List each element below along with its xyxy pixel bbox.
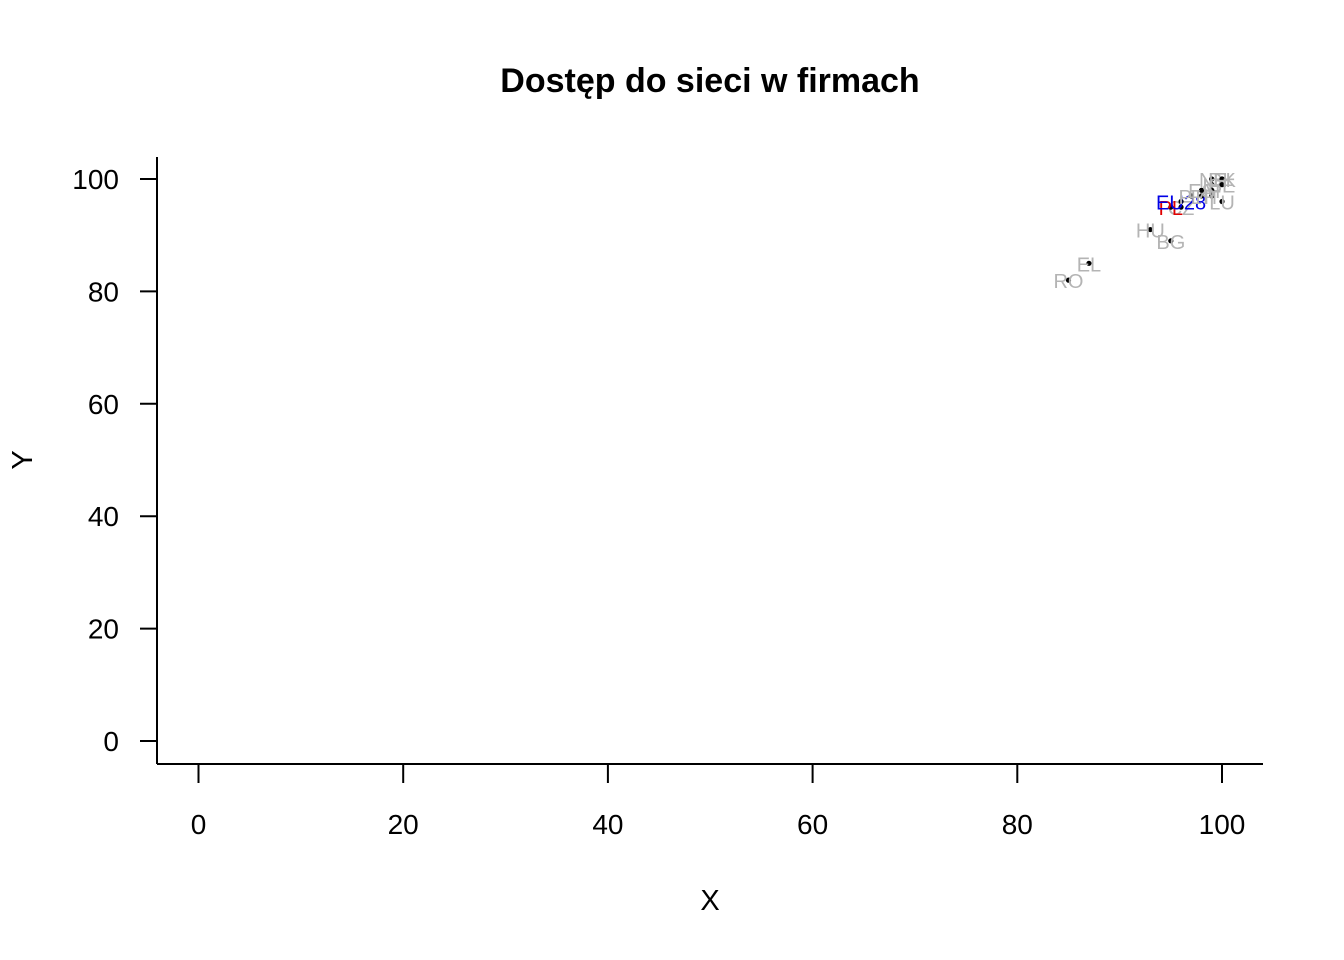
point-label: SE [1209,176,1236,198]
data-point [1219,182,1225,188]
point-label: LT [1191,187,1213,209]
point-label: IE [1202,176,1221,198]
point-label: ES [1188,181,1215,203]
y-tick-label: 80 [88,276,119,307]
data-point [1219,176,1225,182]
y-tick-label: 40 [88,501,119,532]
point-label: IT [1203,187,1221,209]
y-tick-label: 60 [88,389,119,420]
x-tick-label: 80 [1002,809,1033,840]
data-point [1219,198,1225,205]
data-point [1178,204,1184,210]
point-label: RO [1053,271,1083,293]
y-axis-ticks: 0 20 40 60 80 100 [72,164,157,757]
x-axis-ticks: 0 20 40 60 80 100 [191,764,1246,840]
chart-title: Dostęp do sieci w firmach [500,62,919,100]
data-point [1198,193,1205,199]
point-label: AT [1200,181,1224,203]
point-label: HU [1136,221,1165,243]
data-point [1198,187,1205,193]
x-tick-label: 40 [592,809,623,840]
point-label: CZ [1168,198,1195,220]
point-label: LU [1209,192,1235,214]
data-point [1209,182,1215,188]
data-point [1178,198,1184,205]
y-tick-label: 20 [88,614,119,645]
data-point [1209,187,1215,193]
y-tick-label: 100 [72,164,119,195]
data-point [1209,193,1215,199]
data-point [1147,226,1153,233]
point-label: NL [1199,170,1225,192]
x-tick-label: 100 [1199,809,1246,840]
x-tick-label: 20 [388,809,419,840]
point-label: PT [1179,187,1205,209]
data-point [1086,260,1092,266]
point-label: PL [1159,198,1183,220]
data-point [1188,193,1194,199]
x-tick-label: 60 [797,809,828,840]
data-point [1168,204,1174,210]
point-label: EU28 [1156,192,1206,214]
y-axis-label: Y [7,450,39,469]
x-tick-label: 0 [191,809,207,840]
point-label: BG [1156,232,1185,254]
data-point [1065,277,1072,283]
point-label: FI [1213,170,1231,192]
data-points: ROELHUBGCZPLEU28PTLTITLUATESIEDKFINLSE [1053,170,1236,293]
data-point [1209,176,1215,182]
point-label: EL [1077,254,1101,276]
y-tick-label: 0 [103,726,119,757]
data-point [1168,238,1174,244]
x-axis-label: X [700,885,719,917]
